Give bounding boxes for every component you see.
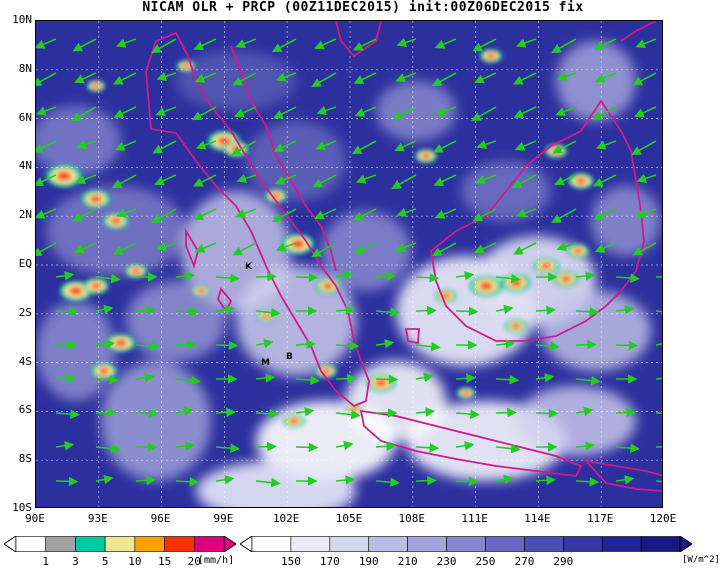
legend-level-15: 15 — [157, 555, 172, 568]
legend-level-290: 290 — [553, 555, 574, 568]
lat-tick-10n: 10N — [12, 13, 32, 26]
lon-tick-102e: 102E — [272, 512, 300, 525]
legend-level-20: 20 — [187, 555, 201, 568]
lat-tick-eq: EQ — [18, 257, 32, 270]
lat-tick-6s: 6S — [18, 403, 32, 417]
city-label-k: K — [245, 262, 252, 272]
olr-colorbar — [240, 536, 692, 552]
legend-level-5: 5 — [101, 555, 109, 568]
lon-tick-90e: 90E — [25, 512, 45, 525]
lon-tick-105e: 105E — [335, 512, 363, 525]
legend-level-3: 3 — [72, 555, 79, 568]
malay-peninsula-coast — [230, 45, 337, 272]
precip-unit: [mm/h] — [198, 555, 235, 566]
legend-level-230: 230 — [436, 555, 457, 568]
lon-tick-99e: 99E — [213, 512, 234, 525]
legend-level-270: 270 — [514, 555, 535, 568]
legend-level-150: 150 — [281, 555, 301, 568]
lat-tick-8n: 8N — [18, 61, 32, 75]
legend-level-190: 190 — [358, 555, 379, 568]
lat-tick-4s: 4S — [18, 354, 32, 368]
lon-tick-120e: 120E — [649, 512, 677, 525]
lon-tick-96e: 96E — [150, 512, 171, 525]
lat-tick-8s: 8S — [18, 452, 32, 466]
lon-tick-93e: 93E — [87, 512, 108, 525]
precip-colorbar — [4, 536, 236, 552]
lat-tick-10s: 10S — [12, 501, 32, 514]
legend-level-210: 210 — [397, 555, 418, 568]
map-title: NICAM OLR + PRCP (00Z11DEC2015) init:00Z… — [142, 0, 584, 15]
lon-tick-114e: 114E — [524, 512, 551, 525]
legend-level-1: 1 — [42, 555, 50, 568]
city-label-b: B — [286, 352, 293, 362]
lat-tick-4n: 4N — [18, 159, 32, 173]
wind-vectors — [36, 37, 662, 488]
lat-tick-2n: 2N — [18, 208, 32, 222]
olr-unit: [W/m^2] — [682, 555, 720, 565]
lon-tick-108e: 108E — [398, 512, 426, 525]
legend-level-10: 10 — [128, 555, 142, 568]
bangka-coast — [404, 328, 420, 345]
map-canvas — [36, 21, 662, 507]
legend-level-250: 250 — [475, 555, 496, 568]
lat-tick-6n: 6N — [18, 110, 32, 124]
city-label-m: M — [261, 358, 270, 368]
lon-tick-111e: 111E — [461, 512, 488, 525]
lat-lon-grid — [36, 21, 662, 507]
nias-coast — [185, 227, 199, 269]
philippines-coast — [620, 21, 657, 42]
olr-precip-map — [35, 20, 663, 508]
lesser-sunda-coast — [583, 459, 662, 492]
lon-tick-117e: 117E — [586, 512, 614, 525]
legend-level-170: 170 — [319, 555, 340, 568]
lat-tick-2s: 2S — [18, 305, 32, 319]
indochina-coast — [335, 21, 382, 58]
